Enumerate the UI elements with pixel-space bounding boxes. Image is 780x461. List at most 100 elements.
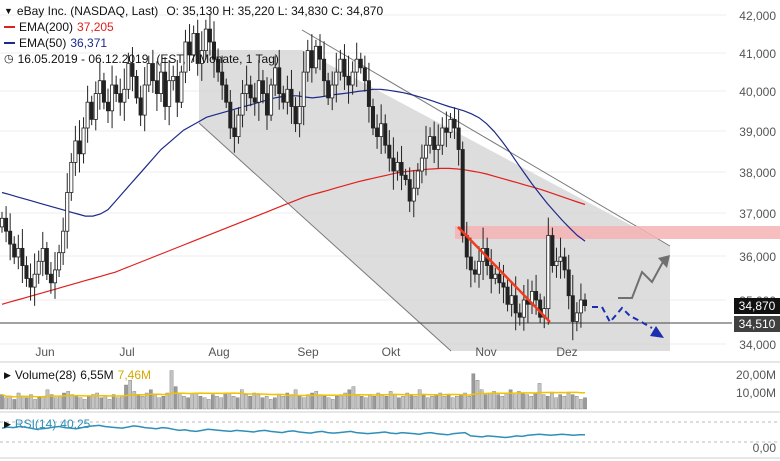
scenario-down-arrow bbox=[592, 306, 664, 338]
volume-bar bbox=[570, 394, 575, 410]
candle bbox=[65, 192, 70, 232]
volume-bar bbox=[351, 386, 356, 410]
x-tick: Dez bbox=[556, 345, 577, 359]
candle bbox=[521, 299, 526, 318]
candle bbox=[354, 58, 359, 73]
period-range: 16.05.2019 - 06.12.2019 bbox=[17, 52, 149, 66]
ema50-swatch-icon bbox=[4, 42, 15, 44]
candle bbox=[338, 58, 343, 73]
volume-bar bbox=[504, 392, 509, 410]
ema200-line bbox=[1, 167, 586, 305]
trend-channel bbox=[199, 50, 670, 351]
candle bbox=[228, 101, 233, 129]
candle bbox=[142, 84, 147, 116]
volume-bar bbox=[29, 394, 33, 410]
volume-bar bbox=[74, 396, 79, 410]
volume-bar bbox=[364, 397, 368, 410]
volume-bar bbox=[252, 392, 257, 410]
volume-bar bbox=[16, 392, 21, 410]
volume-bar bbox=[115, 397, 120, 410]
volume-bar bbox=[471, 373, 476, 410]
y-tick: 34,000 bbox=[739, 338, 776, 352]
channel-upper-line bbox=[301, 29, 671, 247]
volume-bar bbox=[508, 389, 513, 410]
scenario-up-arrow bbox=[618, 255, 670, 299]
volume-bar bbox=[157, 397, 161, 410]
candle bbox=[122, 88, 127, 103]
volume-bar bbox=[70, 394, 75, 410]
volume-bar bbox=[264, 396, 269, 410]
candle bbox=[36, 260, 41, 275]
candle bbox=[167, 80, 172, 107]
chevron-right-icon[interactable]: ▶ bbox=[4, 419, 11, 429]
chevron-right-icon[interactable]: ▶ bbox=[4, 370, 11, 380]
volume-bar bbox=[153, 394, 157, 410]
volume-bar bbox=[107, 399, 112, 410]
candle bbox=[73, 140, 78, 163]
volume-bar bbox=[58, 396, 62, 410]
candle bbox=[383, 123, 388, 146]
candle bbox=[240, 93, 245, 116]
resistance-zone bbox=[455, 226, 780, 239]
volume-bar bbox=[8, 396, 13, 410]
candle bbox=[534, 290, 539, 301]
volume-bar bbox=[223, 392, 228, 410]
candle bbox=[423, 144, 428, 159]
volume-tick: 10,00M bbox=[736, 386, 776, 400]
candle bbox=[509, 295, 514, 305]
candle bbox=[61, 230, 66, 254]
candle bbox=[387, 144, 392, 159]
candle bbox=[126, 63, 131, 90]
candle bbox=[562, 256, 567, 271]
candle bbox=[269, 84, 274, 116]
volume-bar bbox=[277, 394, 281, 410]
x-tick: Jul bbox=[119, 345, 134, 359]
volume-avg-value: 7,46M bbox=[117, 368, 152, 382]
volume-bar bbox=[25, 397, 29, 410]
candle bbox=[513, 295, 518, 314]
volume-bar bbox=[512, 394, 517, 410]
volume-bar bbox=[426, 397, 430, 410]
candle bbox=[411, 187, 416, 202]
candle bbox=[415, 170, 420, 189]
volume-bar bbox=[384, 396, 389, 410]
candle bbox=[158, 71, 163, 94]
candle bbox=[93, 93, 98, 120]
volume-bar bbox=[339, 394, 343, 410]
volume-tick: 20,00M bbox=[736, 368, 776, 382]
volume-bar bbox=[256, 394, 261, 410]
candle bbox=[224, 84, 229, 103]
candle bbox=[583, 299, 588, 306]
y-tick: 40,000 bbox=[739, 85, 776, 99]
x-tick: Aug bbox=[208, 345, 229, 359]
candle bbox=[322, 58, 327, 82]
y-axis: 42,000 41,000 40,000 39,000 38,000 37,00… bbox=[739, 9, 776, 352]
rsi-legend: ▶ RSI(14) 40,25 bbox=[4, 417, 90, 431]
volume-bar bbox=[99, 397, 104, 410]
volume-bar bbox=[359, 396, 364, 410]
volume-average-line bbox=[1, 391, 585, 398]
candle bbox=[89, 101, 94, 120]
volume-bar bbox=[554, 397, 558, 410]
candle bbox=[53, 269, 58, 284]
volume-bar bbox=[293, 389, 298, 410]
candle bbox=[264, 93, 269, 116]
candle bbox=[220, 71, 225, 86]
candle bbox=[285, 88, 290, 103]
y-tick: 37,000 bbox=[739, 207, 776, 221]
support-price-tag: 34,510 bbox=[734, 316, 780, 332]
volume-bar bbox=[368, 394, 372, 410]
volume-bar bbox=[182, 396, 186, 410]
volume-bar bbox=[450, 397, 455, 410]
candle bbox=[236, 114, 241, 137]
legend-title-row: ▼ eBay Inc. (NASDAQ, Last) O: 35,130 H: … bbox=[4, 3, 383, 19]
volume-bar bbox=[376, 392, 381, 410]
candle bbox=[32, 273, 37, 288]
candle bbox=[399, 161, 404, 176]
candle bbox=[489, 265, 494, 279]
chevron-down-icon[interactable]: ▼ bbox=[4, 6, 13, 16]
ema50-value: 36,371 bbox=[70, 36, 108, 50]
volume-bar bbox=[401, 396, 405, 410]
volume-bar bbox=[124, 384, 128, 410]
